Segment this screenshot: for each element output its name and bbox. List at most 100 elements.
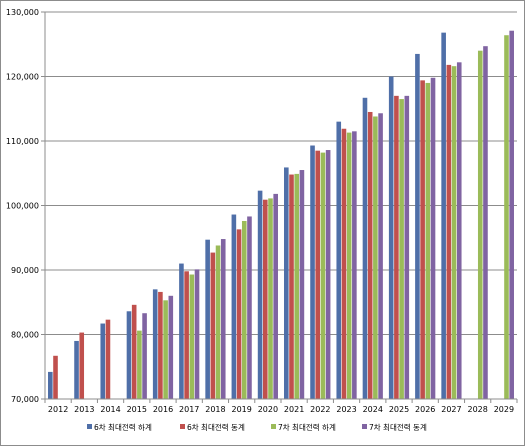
- x-tick-label: 2020: [258, 405, 278, 414]
- x-tick-label: 2017: [179, 405, 199, 414]
- legend: 6차 최대전력 하계 6차 최대전력 동계 7차 최대전력 하계 7차 최대전력 동계: [87, 422, 427, 432]
- bar-2014-series-1: [100, 323, 106, 399]
- bar-2025-series-4: [404, 95, 410, 399]
- legend-label-2: 6차 최대전력 동계: [187, 422, 245, 432]
- y-tick-label: 90,000: [11, 266, 39, 275]
- x-tick-label: 2026: [415, 405, 435, 414]
- bar-2026-series-4: [430, 77, 436, 399]
- bar-2019-series-1: [231, 214, 237, 399]
- bar-2020-series-2: [262, 199, 268, 399]
- bar-2015-series-4: [142, 313, 147, 399]
- bar-2016-series-4: [168, 295, 174, 399]
- bar-2016-series-3: [163, 300, 168, 399]
- x-tick-label: 2018: [205, 405, 225, 414]
- x-tick-label: 2025: [389, 405, 409, 414]
- bar-2023-series-4: [352, 131, 357, 399]
- bar-2022-series-3: [320, 152, 326, 399]
- bar-2024-series-2: [367, 111, 373, 399]
- bar-2018-series-2: [210, 252, 216, 399]
- bar-2016-series-2: [158, 291, 163, 399]
- bar-2028-series-3: [477, 50, 483, 399]
- legend-swatch-1: [87, 424, 92, 429]
- x-tick-label: 2013: [74, 405, 94, 414]
- y-tick-label: 130,000: [6, 8, 39, 17]
- x-tick-label: 2028: [467, 405, 487, 414]
- bar-2013-series-2: [79, 332, 85, 399]
- bar-2026-series-1: [415, 53, 420, 400]
- bar-2029-series-4: [509, 30, 514, 400]
- bar-2019-series-3: [241, 220, 247, 399]
- y-tick-label: 120,000: [6, 73, 39, 82]
- bar-2021-series-3: [294, 173, 300, 399]
- bar-2025-series-2: [394, 95, 399, 399]
- x-tick-label: 2021: [284, 405, 304, 414]
- bar-2017-series-1: [179, 263, 184, 399]
- bar-2029-series-3: [504, 35, 509, 399]
- bar-2017-series-3: [189, 274, 195, 399]
- x-tick-label: 2027: [441, 405, 461, 414]
- bar-2019-series-4: [247, 216, 252, 399]
- bar-2025-series-1: [388, 76, 394, 399]
- bar-2020-series-3: [268, 198, 273, 399]
- x-tick-label: 2019: [231, 405, 251, 414]
- x-tick-label: 2022: [310, 405, 330, 414]
- bar-2027-series-4: [456, 62, 462, 400]
- bar-2022-series-2: [315, 150, 321, 399]
- legend-label-1: 6차 최대전력 하계: [94, 422, 152, 432]
- bar-2021-series-1: [284, 167, 289, 399]
- bar-2015-series-3: [137, 330, 142, 399]
- bar-2020-series-4: [273, 193, 278, 399]
- bars: [48, 30, 514, 400]
- bar-2016-series-1: [152, 289, 158, 399]
- bar-2021-series-4: [299, 170, 305, 399]
- bar-2027-series-2: [446, 64, 452, 399]
- bar-2022-series-4: [325, 150, 331, 399]
- x-tick-label: 2015: [127, 405, 147, 414]
- bar-2023-series-2: [341, 128, 347, 399]
- legend-swatch-2: [180, 424, 185, 429]
- bar-2024-series-3: [373, 116, 378, 400]
- bar-2024-series-4: [378, 113, 383, 399]
- bar-2023-series-1: [336, 121, 342, 400]
- bar-2015-series-2: [131, 304, 137, 399]
- bar-2017-series-2: [184, 271, 189, 399]
- bar-2025-series-3: [399, 99, 404, 399]
- bar-2013-series-1: [74, 340, 79, 399]
- y-tick-label: 70,000: [11, 395, 39, 404]
- bar-2021-series-2: [289, 174, 294, 399]
- bar-2026-series-3: [425, 82, 431, 399]
- legend-label-3: 7차 최대전력 하계: [278, 422, 336, 432]
- bar-2015-series-1: [126, 311, 132, 399]
- legend-swatch-3: [271, 424, 276, 429]
- axes: 70,000 80,000 90,000 100,000 110,000 120,000 1…: [6, 8, 518, 414]
- x-tick-label: 2029: [494, 405, 514, 414]
- bar-2024-series-1: [362, 97, 368, 399]
- x-tick-label: 2012: [48, 405, 68, 414]
- x-tick-label: 2024: [363, 405, 383, 414]
- bar-2012-series-1: [48, 371, 53, 399]
- legend-label-4: 7차 최대전력 동계: [369, 422, 427, 432]
- bar-2027-series-3: [451, 66, 457, 400]
- x-tick-label: 2016: [153, 405, 173, 414]
- grid: [45, 11, 517, 400]
- bar-2018-series-1: [205, 239, 210, 399]
- legend-swatch-4: [362, 424, 367, 429]
- bar-2018-series-3: [215, 245, 221, 399]
- bar-2014-series-2: [105, 319, 111, 399]
- bar-2018-series-4: [220, 239, 226, 399]
- bar-2027-series-1: [441, 32, 446, 399]
- bar-2019-series-2: [236, 229, 242, 399]
- bar-2028-series-4: [483, 46, 488, 400]
- bar-2023-series-3: [346, 132, 352, 400]
- bar-2017-series-4: [194, 269, 200, 399]
- x-tick-label: 2014: [100, 405, 120, 414]
- bar-2026-series-2: [420, 80, 425, 400]
- bar-2020-series-1: [257, 190, 263, 399]
- y-tick-label: 110,000: [6, 137, 39, 146]
- x-tick-label: 2023: [336, 405, 356, 414]
- y-tick-label: 100,000: [6, 202, 39, 211]
- bar-2022-series-1: [310, 145, 315, 399]
- bar-2012-series-2: [53, 355, 58, 399]
